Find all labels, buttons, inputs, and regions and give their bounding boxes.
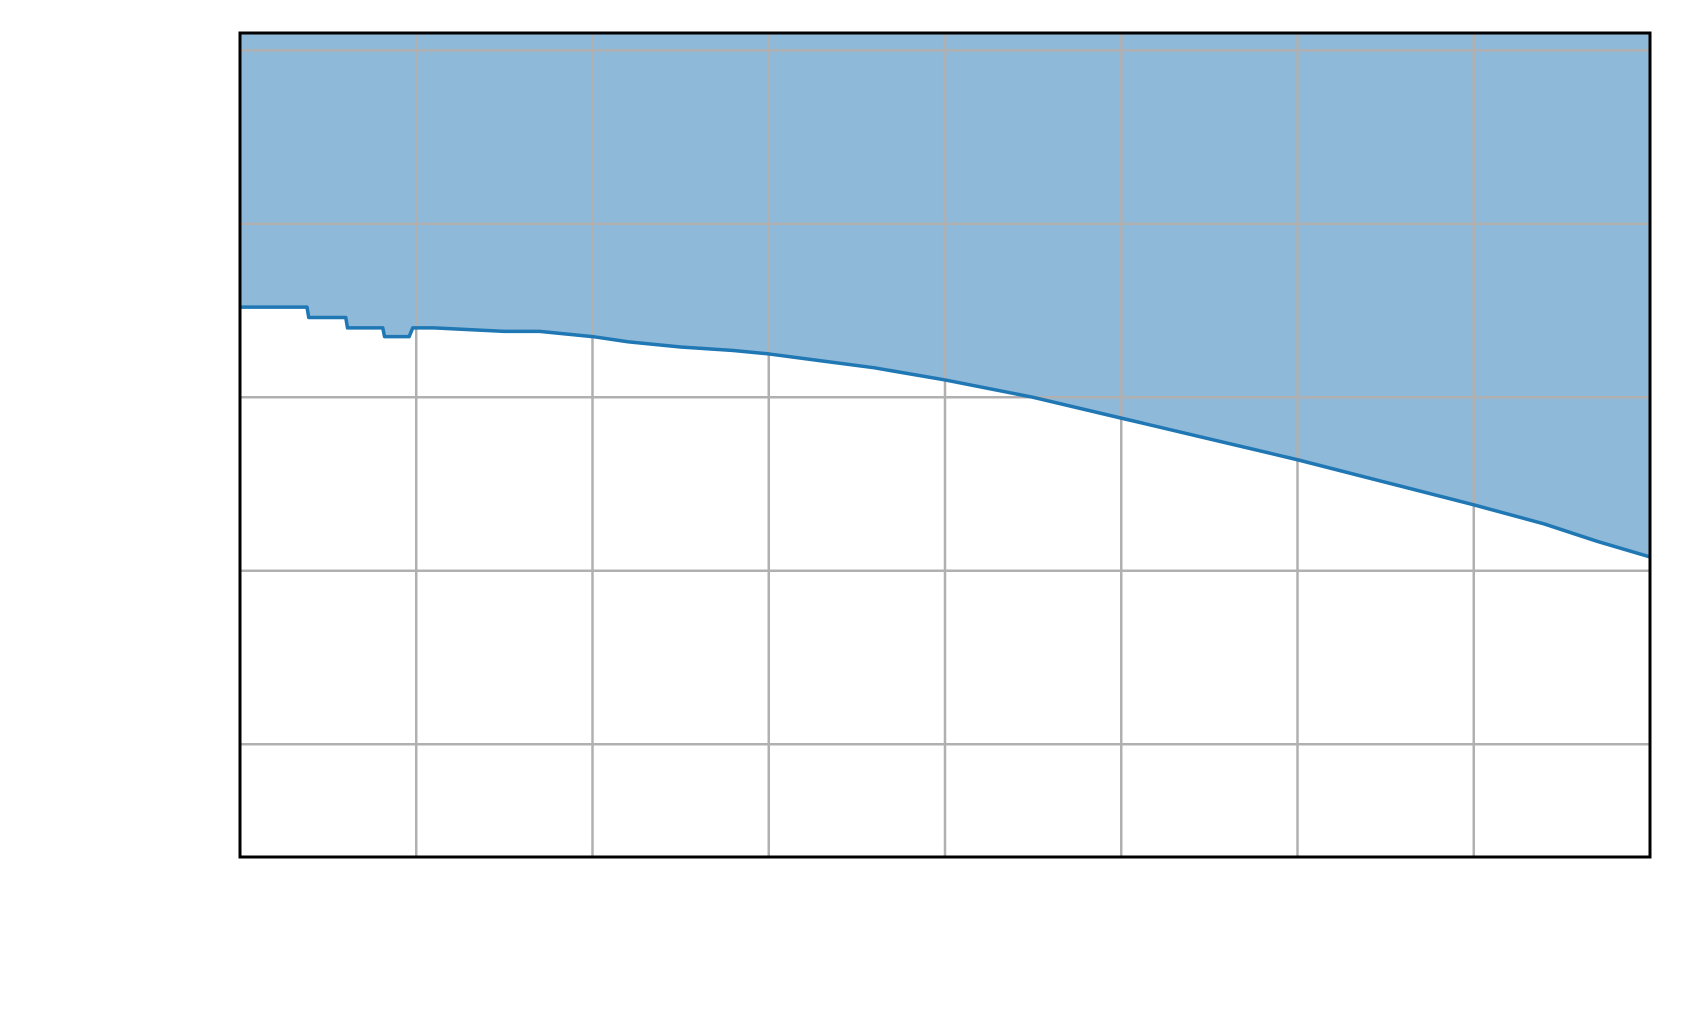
- series-line: [240, 305, 1651, 559]
- grid-layer: [240, 33, 1650, 857]
- series-line-layer: [240, 305, 1651, 559]
- plot-frame: [238, 31, 1652, 859]
